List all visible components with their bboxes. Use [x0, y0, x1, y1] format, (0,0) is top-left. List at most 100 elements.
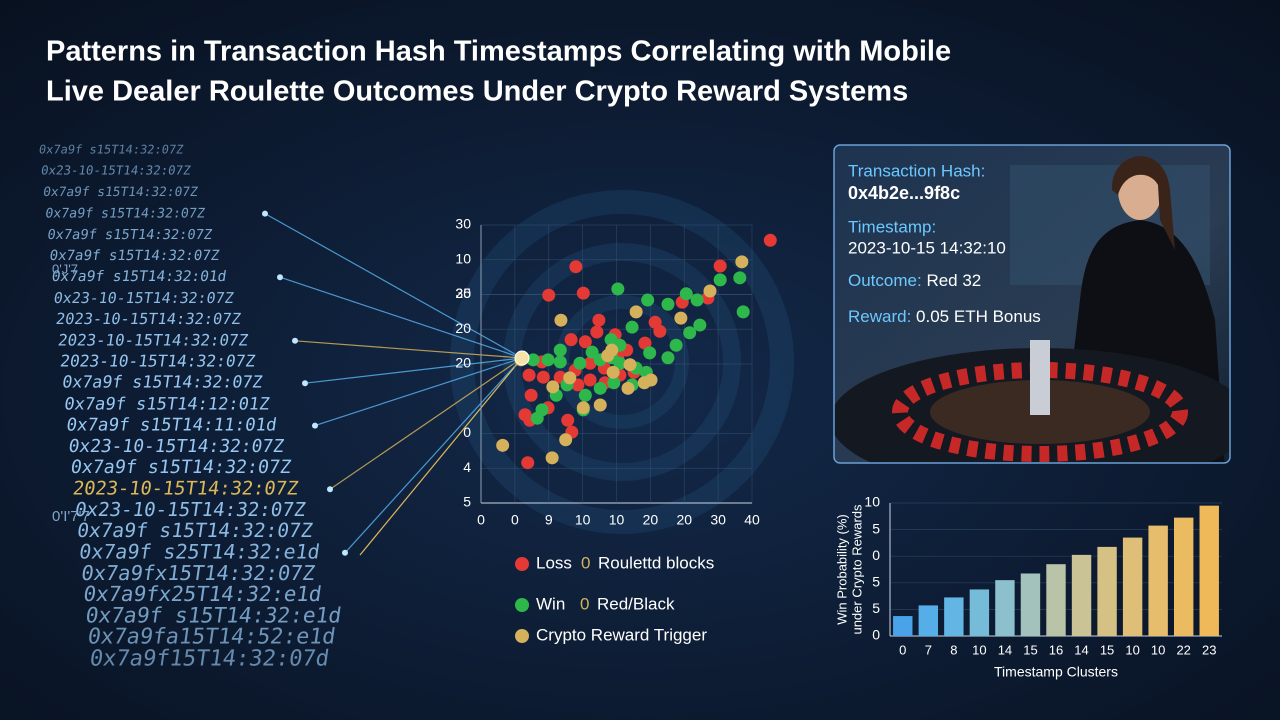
- legend-swatch: [515, 629, 529, 643]
- x-tick-label: 8: [950, 642, 957, 657]
- scatter-point: [592, 313, 606, 327]
- connector: [279, 276, 523, 359]
- scatter-point: [661, 297, 675, 311]
- hash-line: 0x7a9f s15T14:32:07Z: [38, 143, 184, 157]
- x-tick-label: 10: [609, 512, 625, 528]
- scatter-point: [735, 255, 749, 269]
- hash-line: 0x7a9fx15T14:32:07Z: [80, 561, 317, 585]
- scatter-point: [703, 284, 717, 298]
- y-tick-label: 30: [455, 285, 471, 301]
- legend-label: Loss: [536, 553, 572, 572]
- hash-line: 0x7a9f s15T14:32:01d: [51, 268, 228, 285]
- scatter-point: [524, 388, 538, 402]
- hash-line: 0x7a9f15T14:32:07d: [88, 645, 331, 671]
- panel-row: Outcome: Red 32: [848, 271, 981, 290]
- x-tick-label: 15: [1100, 642, 1114, 657]
- x-tick-label: 10: [575, 512, 591, 528]
- scatter-point: [653, 324, 667, 338]
- scatter-point: [576, 286, 590, 300]
- connector-node: [277, 274, 283, 281]
- x-tick-label: 7: [925, 642, 932, 657]
- connector-node: [302, 380, 308, 387]
- legend-note: Red/Black: [597, 594, 675, 613]
- bar: [1046, 564, 1066, 636]
- y-tick-label: 20: [455, 320, 471, 336]
- x-tick-label: 14: [998, 642, 1012, 657]
- dealer-hair: [1111, 156, 1175, 250]
- scatter-point: [661, 351, 675, 365]
- bar: [995, 580, 1015, 636]
- legend-note-marker: 0: [580, 594, 589, 613]
- x-tick-label: 16: [1049, 642, 1063, 657]
- bar: [1122, 537, 1143, 636]
- y-tick-label: 5: [463, 494, 471, 510]
- scatter-point: [546, 380, 560, 394]
- hash-line: 0x7a9f s15T14:32:07Z: [46, 227, 213, 243]
- panel-label: Reward:: [848, 307, 911, 326]
- panel-value: 0x4b2e...9f8c: [848, 183, 960, 203]
- y-tick-label: 0: [872, 627, 880, 643]
- panel-value: 2023-10-15 14:32:10: [848, 238, 1006, 257]
- y-tick-label: 5: [872, 520, 880, 536]
- bar: [1071, 554, 1092, 636]
- legend-swatch: [515, 598, 529, 612]
- wheel-pockets: [892, 362, 1188, 462]
- hash-line: 0x7a9fx25T14:32:e1d: [82, 582, 323, 606]
- scatter-point: [643, 346, 657, 360]
- bar: [1097, 546, 1117, 636]
- hash-line: 0x23-10-15T14:32:07Z: [40, 163, 192, 178]
- panel-scene: [834, 156, 1230, 463]
- hash-line: 0x23-10-15T14:32:07Z: [73, 498, 307, 521]
- scatter-legend: Loss 0 Roulettd blocks Win 0 Red/Black C…: [515, 553, 714, 644]
- connector: [329, 357, 523, 490]
- bar: [969, 589, 990, 636]
- scatter-point: [522, 368, 536, 382]
- scatter-point: [545, 451, 559, 465]
- bar: [944, 597, 964, 636]
- y-tick-label: 30: [455, 216, 471, 232]
- scatter-point: [733, 271, 747, 285]
- scatter-point: [554, 313, 568, 327]
- scatter-point: [641, 293, 655, 307]
- hash-line: 2023-10-15T14:32:07Z: [55, 310, 242, 328]
- focus-point: [514, 350, 530, 366]
- hash-line: 0x7a9f s15T14:12:01Z: [63, 394, 271, 414]
- side-mark: 0'I'7'7: [52, 508, 90, 525]
- hash-line: 0x7a9f s15T14:11:01d: [65, 416, 278, 436]
- hash-line: 0x23-10-15T14:32:07Z: [67, 436, 285, 457]
- panel-value: 0.05 ETH Bonus: [916, 307, 1041, 326]
- scatter-point: [536, 370, 550, 384]
- scatter-point: [607, 376, 621, 390]
- scatter-point: [496, 438, 510, 452]
- scatter-point: [541, 353, 555, 367]
- title-line: Patterns in Transaction Hash Timestamps …: [46, 36, 951, 68]
- connector-node: [262, 210, 268, 217]
- scatter-point: [576, 401, 590, 415]
- x-tick-label: 22: [1176, 642, 1190, 657]
- scatter-point: [669, 338, 683, 352]
- x-tick-label: 0: [899, 642, 906, 657]
- y-tick-label: 20: [455, 355, 471, 371]
- x-tick-label: 15: [1023, 642, 1037, 657]
- bar: [1199, 505, 1219, 636]
- y-tick-label: 5: [872, 574, 880, 590]
- panel-label: Transaction Hash:: [848, 161, 985, 180]
- x-tick-label: 30: [710, 512, 726, 528]
- title-line: Live Dealer Roulette Outcomes Under Cryp…: [46, 76, 908, 108]
- scatter-point: [621, 381, 635, 395]
- scatter-point: [564, 333, 578, 347]
- scatter-point: [601, 349, 615, 363]
- scatter-point: [623, 358, 637, 372]
- x-tick-label: 9: [545, 512, 553, 528]
- dealer-panel: Transaction Hash: 0x4b2e...9f8c Timestam…: [833, 144, 1231, 464]
- panel-label: Timestamp:: [848, 217, 936, 236]
- x-tick-label: 10: [1151, 642, 1165, 657]
- scatter-point: [561, 413, 575, 427]
- scatter-point: [606, 365, 620, 379]
- scatter-point: [625, 320, 639, 334]
- bar: [893, 616, 913, 636]
- panel-label: Outcome:: [848, 271, 922, 290]
